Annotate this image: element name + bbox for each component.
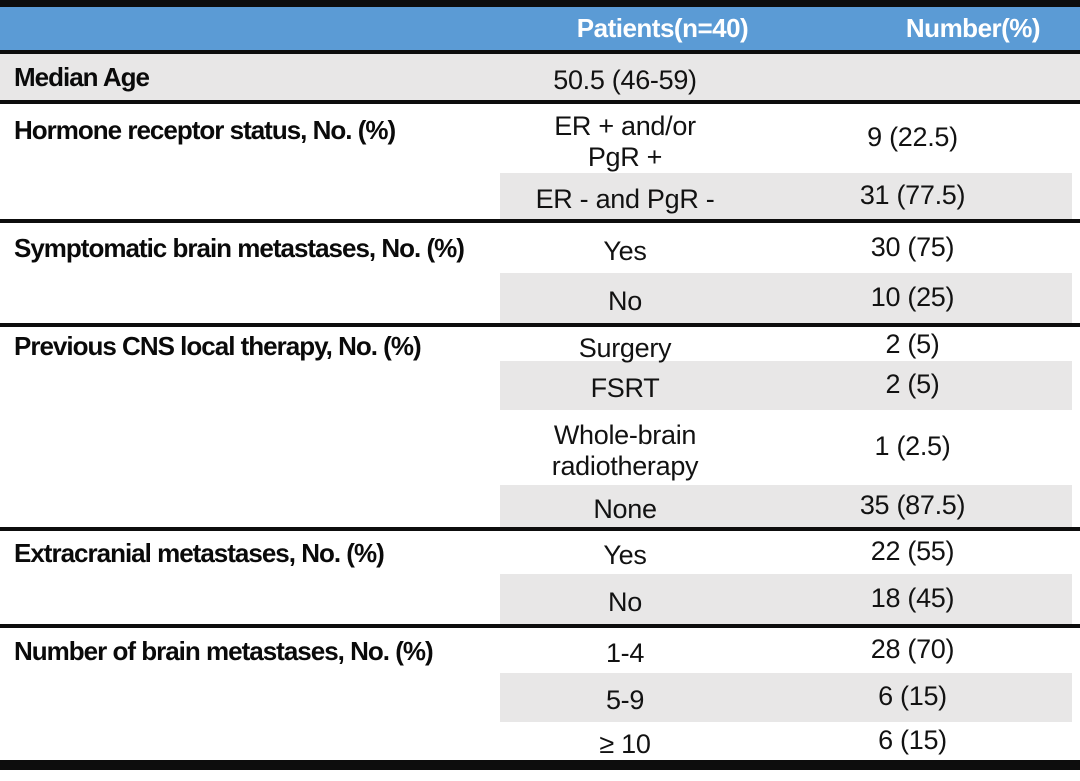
row-value: Surgery [578, 333, 672, 363]
row-value: 5-9 [605, 685, 645, 715]
table-row: FSRT 2 (5) [0, 361, 1080, 410]
row-number: 31 (77.5) [859, 179, 966, 210]
top-border [0, 0, 1080, 7]
section-divider [0, 219, 1080, 223]
row-number: 35 (87.5) [859, 489, 966, 520]
row-value: Whole-brain radiotherapy [551, 419, 699, 481]
row-number: 2 (5) [885, 329, 940, 359]
row-number: 6 (15) [878, 724, 947, 755]
row-value: Yes [603, 540, 647, 570]
row-number: 9 (22.5) [867, 122, 958, 152]
table-row: 5-9 6 (15) [0, 673, 1080, 722]
table-row: Hormone receptor status, No. (%) ER + and… [0, 104, 1080, 173]
table-row: No 10 (25) [0, 273, 1080, 323]
row-value: ER + and/or PgR + [554, 110, 696, 172]
row-number: 18 (45) [870, 582, 955, 613]
table-row: Number of brain metastases, No. (%) 1-4 28… [0, 628, 1080, 673]
row-value: 1-4 [605, 638, 645, 668]
row-value: No [608, 586, 642, 617]
row-value: ≥ 10 [599, 728, 651, 759]
section-divider [0, 527, 1080, 531]
row-label: Median Age [14, 62, 150, 92]
table-row: No 18 (45) [0, 574, 1080, 624]
row-label: Previous CNS local therapy, No. (%) [14, 330, 422, 361]
row-label: Extracranial metastases, No. (%) [14, 537, 385, 568]
table-row: Extracranial metastases, No. (%) Yes 22 (5… [0, 531, 1080, 574]
row-label: Hormone receptor status, No. (%) [14, 115, 396, 145]
section-divider [0, 323, 1080, 327]
table-row: ≥ 10 6 (15) [0, 722, 1080, 760]
table-row: Whole-brain radiotherapy 1 (2.5) [0, 410, 1080, 485]
row-number: 22 (55) [870, 536, 955, 566]
section-divider [0, 50, 1080, 54]
row-number: 30 (75) [870, 231, 955, 262]
row-label: Symptomatic brain metastases, No. (%) [14, 233, 465, 263]
table-body: Median Age 50.5 (46-59) Hormone receptor s… [0, 50, 1080, 760]
table-row: Median Age 50.5 (46-59) [0, 54, 1080, 100]
row-value: FSRT [590, 373, 660, 403]
row-value: None [593, 493, 657, 524]
row-value: 50.5 (46-59) [553, 64, 697, 95]
row-label: Number of brain metastases, No. (%) [14, 635, 434, 666]
row-number: 10 (25) [870, 281, 955, 312]
section-divider [0, 624, 1080, 628]
bottom-border [0, 760, 1080, 770]
section-divider [0, 100, 1080, 104]
header-patients-cell: Patients(n=40) [576, 13, 749, 43]
row-number: 6 (15) [878, 681, 947, 711]
table-row: None 35 (87.5) [0, 485, 1080, 527]
row-value: ER - and PgR - [535, 183, 715, 214]
header-number-cell: Number(%) [905, 13, 1041, 43]
row-value: No [608, 285, 642, 316]
table-header-row: Patients(n=40) Number(%) [0, 7, 1080, 50]
table-row: ER - and PgR - 31 (77.5) [0, 173, 1080, 219]
row-number: 28 (70) [870, 634, 955, 664]
row-number: 1 (2.5) [874, 431, 951, 461]
row-number: 2 (5) [885, 369, 940, 399]
row-value: Yes [603, 235, 647, 266]
table-row: Previous CNS local therapy, No. (%) Surge… [0, 327, 1080, 363]
row-number [745, 76, 1080, 78]
table-row: Symptomatic brain metastases, No. (%) Yes… [0, 223, 1080, 273]
